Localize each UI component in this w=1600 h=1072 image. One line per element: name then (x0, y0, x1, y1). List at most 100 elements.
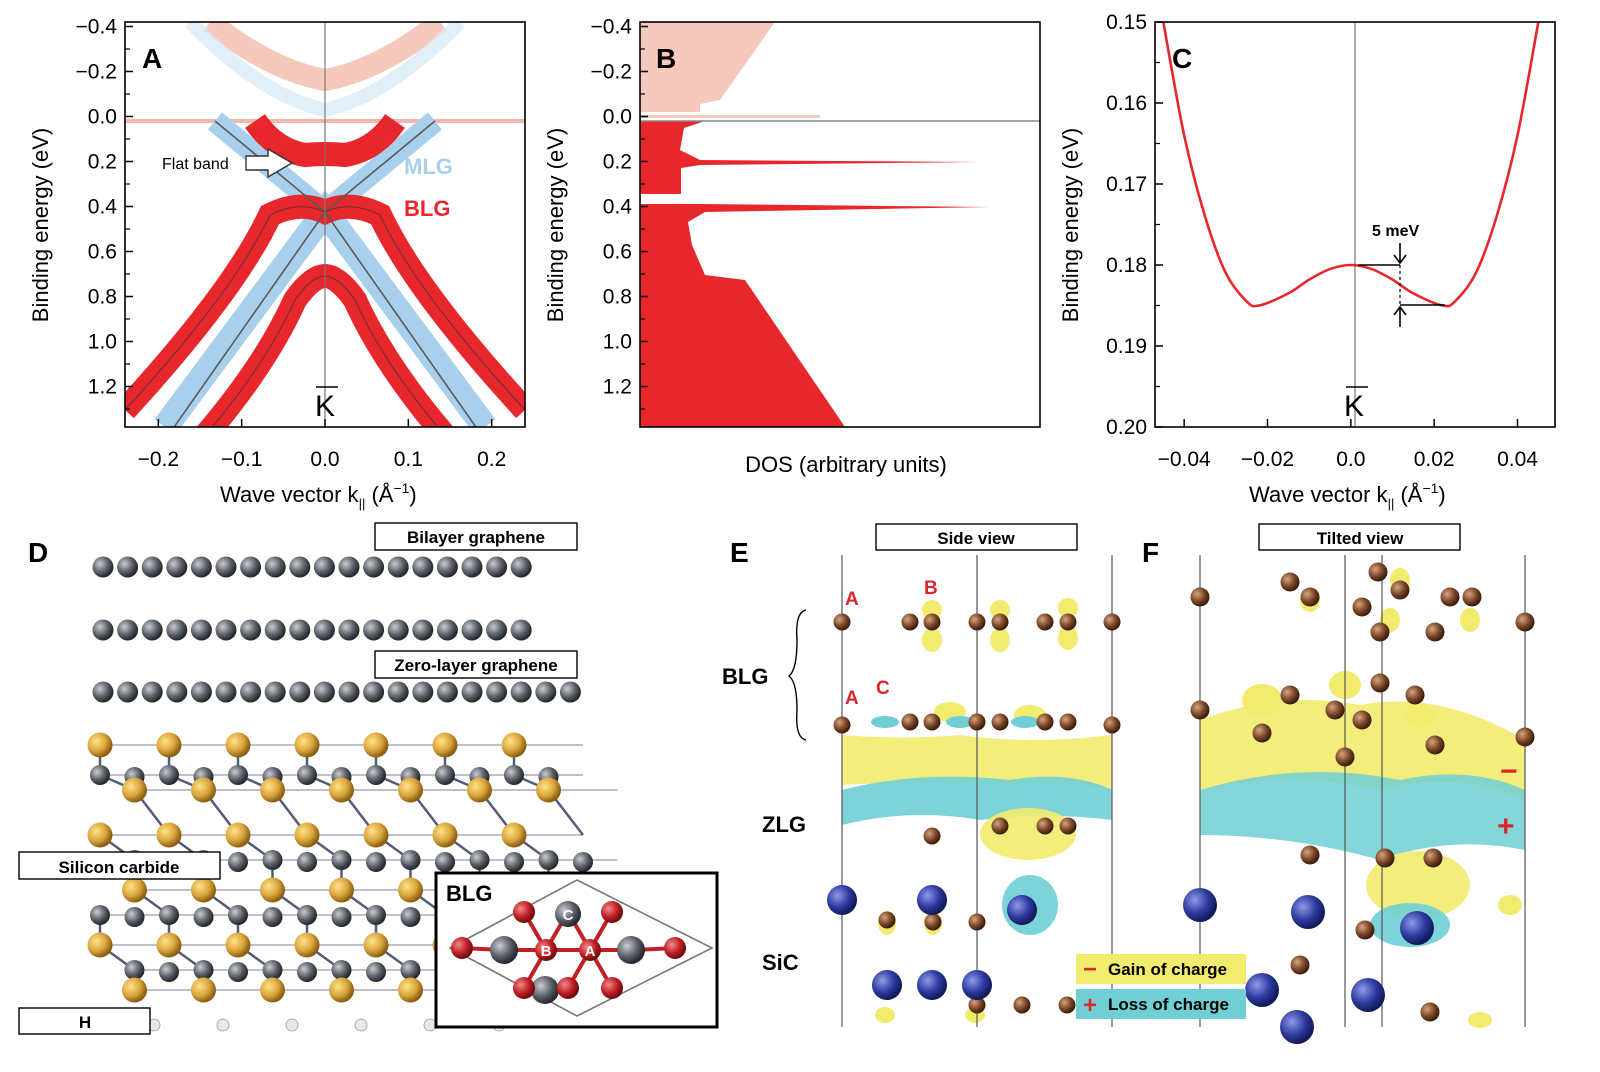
hydrogen-atom (354, 1018, 368, 1032)
panel-a-plot-area (125, 22, 525, 427)
silicon-atom (1007, 895, 1037, 925)
zlg-carbon-atom (166, 681, 188, 703)
panel-b-ylabel: Binding energy (eV) (543, 128, 568, 322)
inset-atom (555, 901, 581, 927)
silicon-atom (122, 877, 147, 903)
graphene-carbon-atom (141, 556, 163, 578)
carbon-atom (1059, 713, 1077, 731)
silicon-atom (962, 970, 992, 1000)
carbon-atom (923, 613, 941, 631)
graphene-carbon-atom (92, 619, 114, 641)
silicon-carbide-label: Silicon carbide (59, 858, 180, 877)
y-tick-label: 0.2 (603, 151, 632, 174)
inset-atom (579, 939, 601, 961)
sic-carbon-atom (228, 962, 248, 982)
x-tick-label: −0.1 (221, 448, 262, 471)
sic-carbon-atom (297, 765, 317, 785)
zlg-carbon-atom (240, 681, 262, 703)
silicon-atom (225, 822, 251, 848)
y-tick-label: −0.4 (76, 16, 118, 39)
panel-f: F Tilted view − + (1076, 523, 1535, 1044)
sic-carbon-atom (193, 960, 214, 980)
graphene-carbon-atom (215, 619, 237, 641)
panel-b-dos-sliver (640, 115, 820, 118)
sic-carbon-atom (366, 962, 386, 982)
silicon-atom (398, 977, 423, 1003)
graphene-carbon-atom (461, 619, 483, 641)
y-tick-label: 0.15 (1106, 11, 1147, 34)
graphene-carbon-atom (264, 556, 286, 578)
sic-carbon-atom (262, 960, 283, 980)
x-tick-label: 0.04 (1497, 448, 1538, 471)
carbon-atom (901, 613, 919, 631)
inset-atom (451, 937, 473, 959)
silicon-atom (432, 732, 458, 758)
carbon-atom (1352, 710, 1372, 730)
carbon-atom (1352, 597, 1372, 617)
panel-e-blg-label: BLG (722, 664, 768, 689)
y-tick-label: 0.6 (603, 241, 632, 264)
silicon-atom (432, 822, 458, 848)
sic-carbon-atom (366, 905, 386, 925)
panel-e-gridlines (841, 555, 1113, 1027)
panel-a: −0.4 −0.2 0.0 0.2 0.4 0.6 0.8 1.0 1.2 −0.2 −0.1 0.0… (28, 16, 526, 511)
carbon-atom (968, 613, 986, 631)
graphene-carbon-atom (387, 619, 409, 641)
silicon-atom (872, 970, 902, 1000)
silicon-atom (329, 877, 354, 903)
carbon-atom (1059, 613, 1077, 631)
y-tick-label: 0.6 (88, 241, 117, 264)
silicon-atom (122, 977, 147, 1003)
sic-carbon-atom (124, 960, 145, 980)
sic-carbon-atom (366, 765, 386, 785)
panel-c-plot-area (1162, 22, 1540, 427)
silicon-atom (294, 932, 320, 958)
charge-minus-sign: − (1500, 755, 1518, 788)
site-a-bottom: A (845, 688, 859, 709)
sic-carbon-atom (504, 765, 524, 785)
carbon-atom (1423, 848, 1443, 868)
blg-label: BLG (404, 196, 450, 221)
y-tick-label: 1.2 (88, 376, 117, 399)
sic-carbon-atom (159, 905, 179, 925)
silicon-atom (156, 932, 182, 958)
panel-e-atoms (827, 613, 1121, 1014)
graphene-carbon-atom (141, 619, 163, 641)
silicon-atom (87, 822, 113, 848)
sic-carbon-atom (331, 850, 352, 870)
zlg-carbon-atom (436, 681, 458, 703)
inset-atom (490, 936, 518, 964)
silicon-atom (122, 777, 147, 803)
y-tick-label: 0.18 (1106, 254, 1147, 277)
silicon-atom (294, 822, 320, 848)
zlg-carbon-atom (535, 681, 557, 703)
panel-c-ylabel: Binding energy (eV) (1058, 128, 1083, 322)
panel-d-letter: D (28, 537, 48, 568)
carbon-atom (1405, 685, 1425, 705)
sic-carbon-atom (469, 850, 490, 870)
legend-plus-icon: + (1083, 992, 1097, 1019)
silicon-atom (917, 970, 947, 1000)
graphene-carbon-atom (289, 619, 311, 641)
silicon-atom (467, 777, 492, 803)
sic-carbon-atom (297, 905, 317, 925)
carbon-atom (1440, 587, 1460, 607)
panel-b-axes: −0.4 −0.2 0.0 0.2 0.4 0.6 0.8 1.0 1.2 (591, 16, 648, 410)
carbon-atom (991, 613, 1009, 631)
sic-carbon-atom (159, 765, 179, 785)
y-tick-label: 0.0 (88, 106, 117, 129)
graphene-carbon-atom (338, 619, 360, 641)
carbon-atom (1059, 817, 1077, 835)
panel-f-letter: F (1142, 537, 1159, 568)
y-tick-label: −0.4 (591, 16, 633, 39)
panel-e-sic-label: SiC (762, 950, 799, 975)
y-tick-label: 0.20 (1106, 416, 1147, 439)
silicon-atom (398, 877, 423, 903)
graphene-carbon-atom (510, 619, 532, 641)
silicon-atom (260, 977, 285, 1003)
graphene-carbon-atom (363, 556, 385, 578)
site-a-top: A (845, 589, 859, 610)
sic-carbon-atom (297, 962, 317, 982)
sic-carbon-atom (124, 907, 145, 927)
zlg-carbon-atom (215, 681, 237, 703)
